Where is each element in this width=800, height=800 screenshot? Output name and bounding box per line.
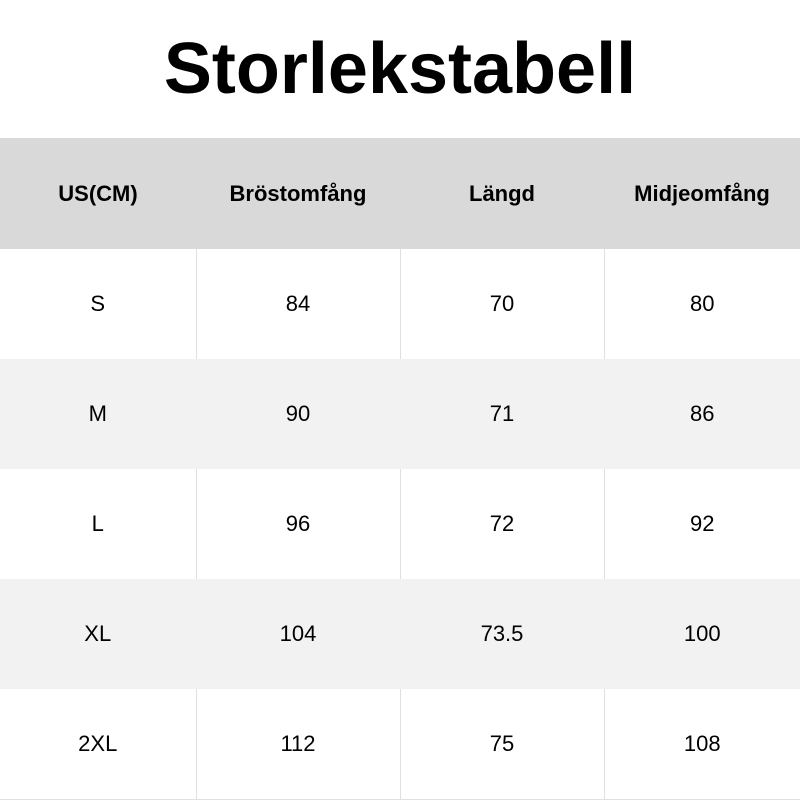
cell-size: L — [91, 511, 104, 536]
size-table: US(CM) Bröstomfång Längd Midjeomfång S 8… — [0, 138, 800, 800]
cell-size: 2XL — [0, 689, 196, 800]
cell-length: 70 — [399, 249, 604, 359]
cell-size: XL — [0, 579, 196, 689]
cell-chest: 96 — [195, 469, 400, 579]
header-length: Längd — [400, 138, 604, 249]
cell-chest: 84 — [195, 249, 400, 359]
cell-size: M — [0, 359, 196, 469]
cell-length: 73.5 — [399, 579, 604, 689]
cell-length: 71 — [399, 359, 604, 469]
table-row: 2XL 112 75 108 — [0, 689, 800, 800]
cell-waist: 100 — [603, 579, 800, 689]
table-row: XL 104 73.5 100 — [0, 579, 800, 689]
cell-chest: 90 — [195, 359, 400, 469]
header-waist: Midjeomfång — [604, 138, 800, 249]
cell-length: 75 — [399, 689, 604, 800]
cell-waist: 86 — [603, 359, 800, 469]
cell-chest: 104 — [195, 579, 400, 689]
cell-length: 72 — [399, 469, 604, 579]
table-row: M 90 71 86 — [0, 359, 800, 469]
header-row: US(CM) Bröstomfång Längd Midjeomfång — [0, 138, 800, 249]
cell-chest: 112 — [195, 689, 400, 800]
header-size: US(CM) — [0, 138, 196, 249]
cell-waist: 80 — [603, 249, 800, 359]
table-row: L 96 72 92 — [0, 469, 800, 579]
cell-waist: 108 — [603, 689, 800, 800]
header-chest: Bröstomfång — [196, 138, 400, 249]
cell-waist: 92 — [603, 469, 800, 579]
page-title: Storlekstabell — [163, 29, 637, 109]
cell-size: S — [90, 291, 106, 316]
table-row: S 84 70 80 — [0, 249, 800, 359]
